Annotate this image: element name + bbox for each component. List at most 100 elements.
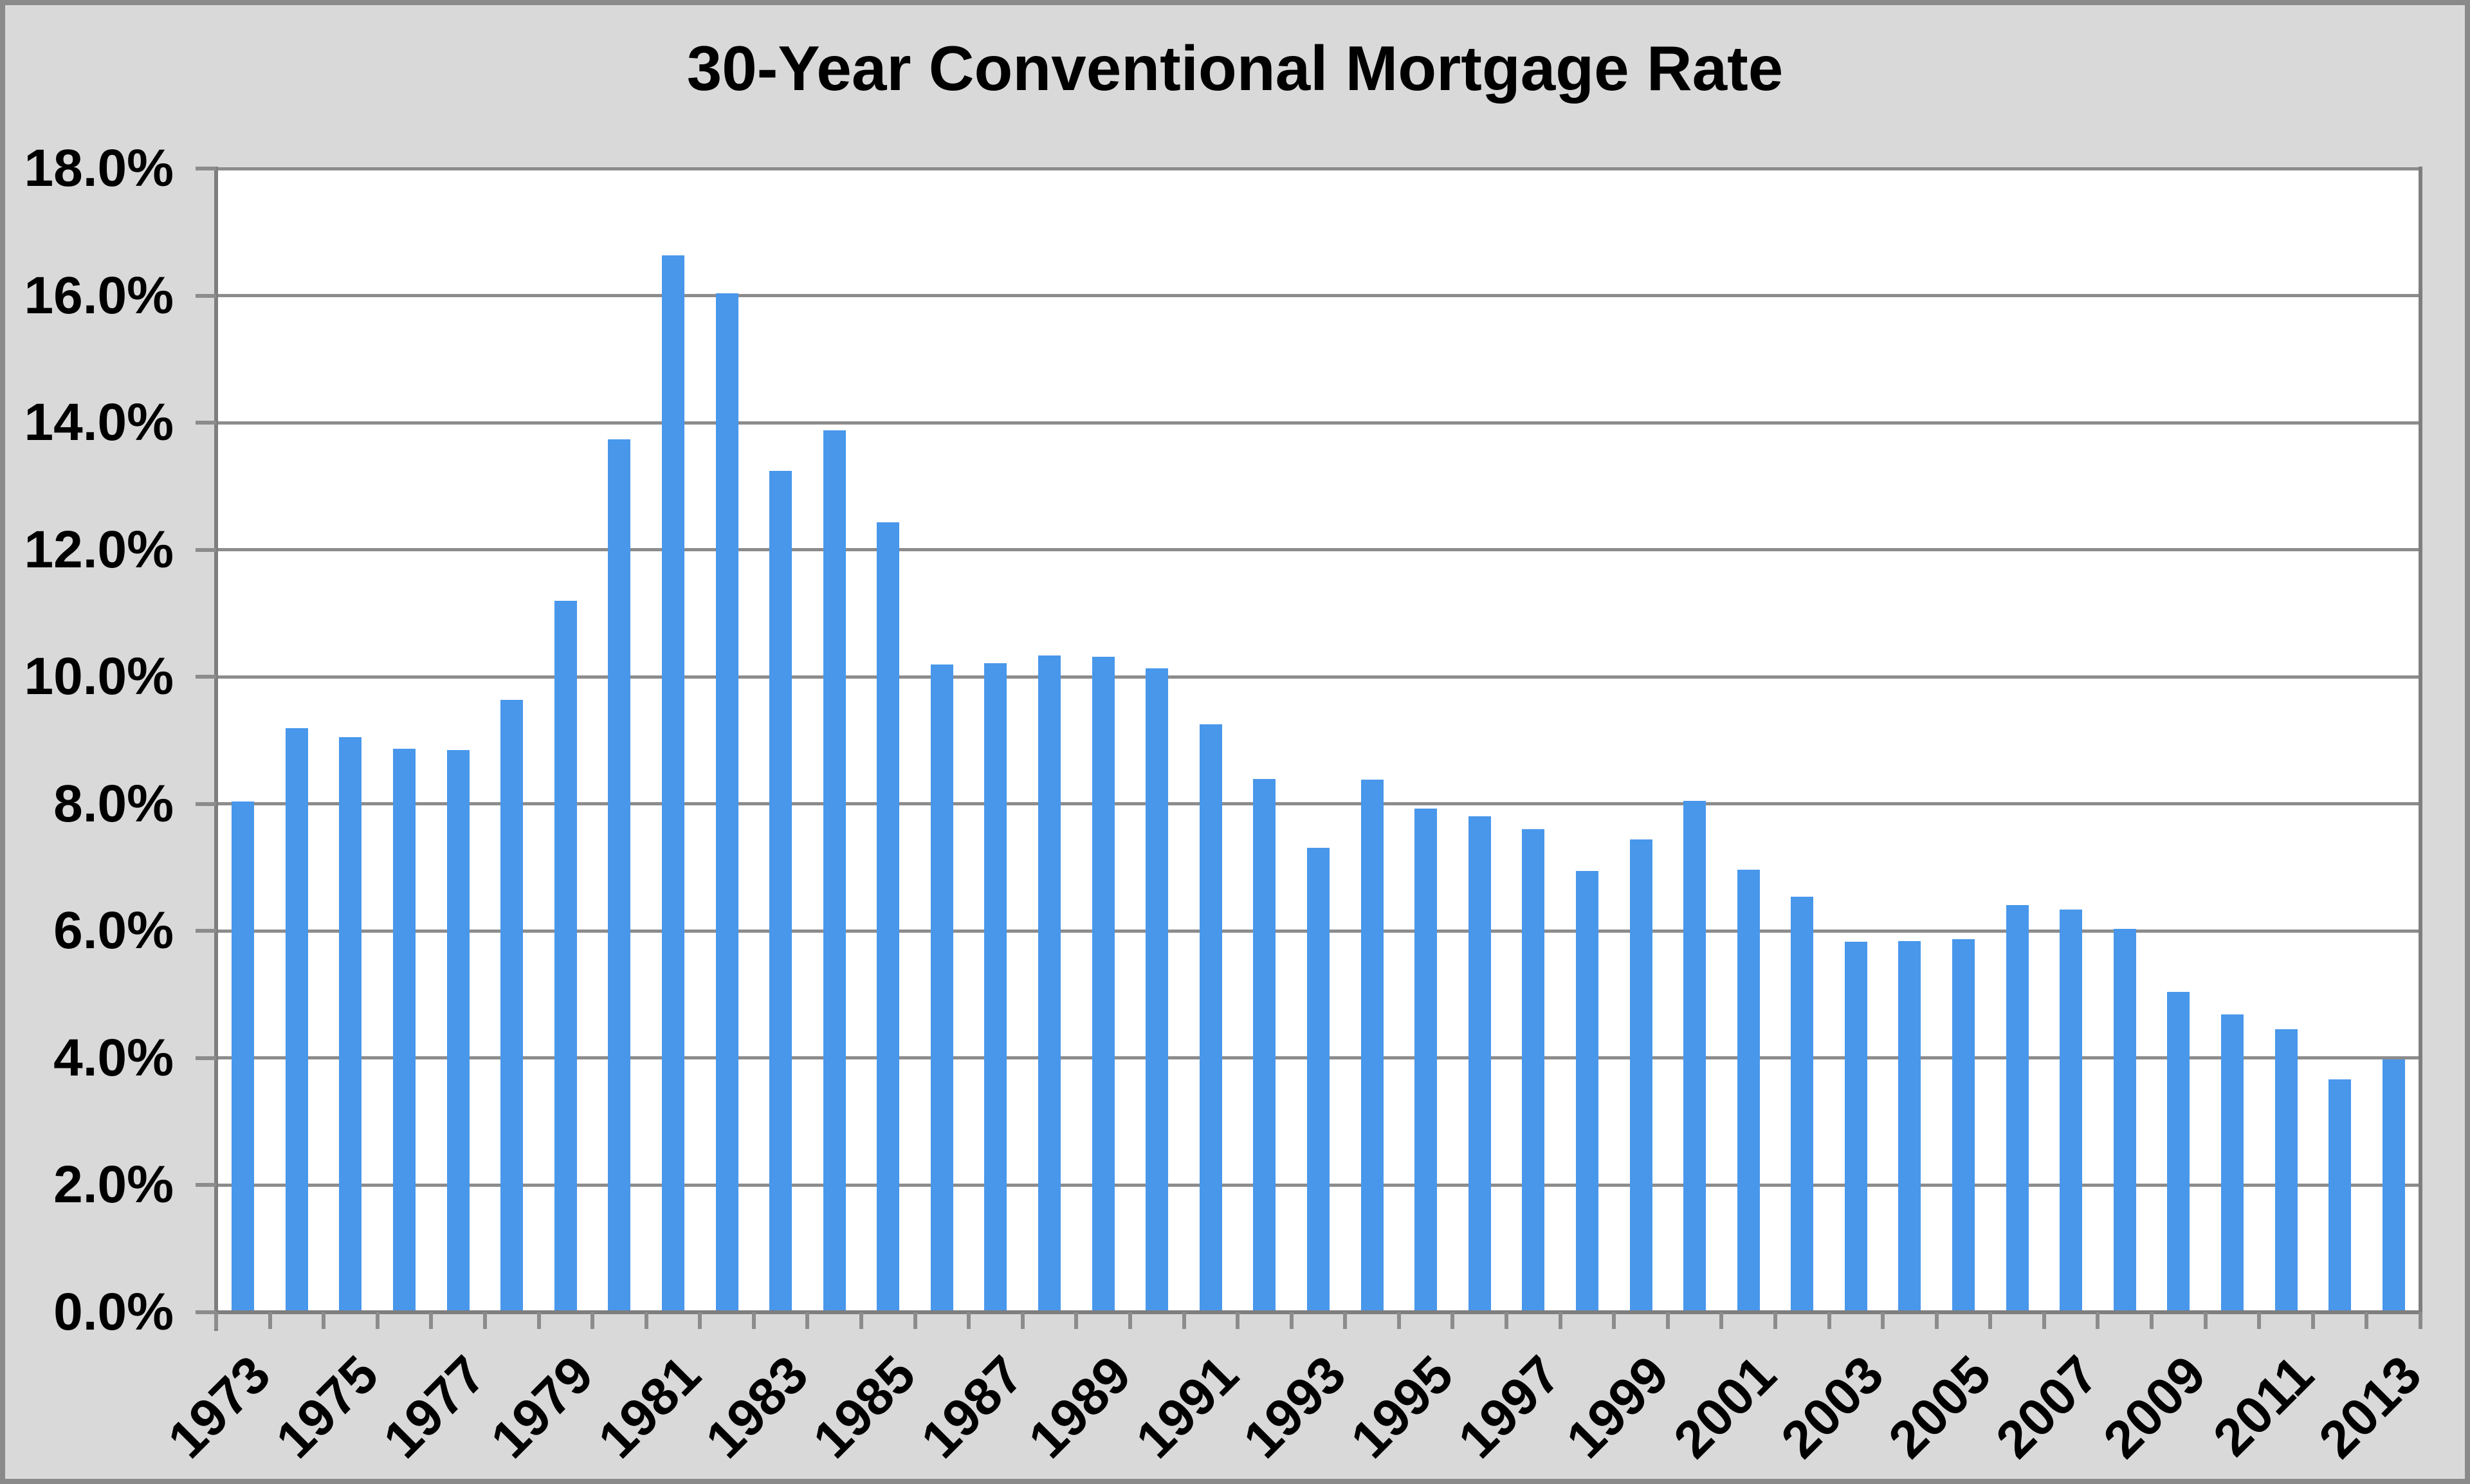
chart-title: 30-Year Conventional Mortgage Rate (686, 33, 1784, 104)
bar-1998 (1575, 871, 1598, 1312)
x-tick-5 (482, 1312, 487, 1329)
x-tick-10 (751, 1312, 756, 1329)
x-axis-label-2005: 2005 (1878, 1344, 2002, 1470)
x-tick-0 (214, 1312, 218, 1329)
y-axis-label-16.0%: 16.0% (24, 266, 174, 325)
bar-1997 (1522, 829, 1545, 1312)
x-axis-label-1975: 1975 (264, 1344, 390, 1470)
bar-2003 (1844, 942, 1867, 1312)
x-tick-34 (2042, 1312, 2046, 1329)
x-axis-label-2013: 2013 (2308, 1344, 2433, 1470)
x-tick-31 (1881, 1312, 1885, 1329)
x-tick-2 (322, 1312, 326, 1329)
x-tick-25 (1558, 1312, 1562, 1329)
x-axis-label-1989: 1989 (1018, 1344, 1142, 1470)
x-axis-label-1983: 1983 (695, 1344, 819, 1470)
x-tick-6 (536, 1312, 541, 1329)
bar-1990 (1146, 668, 1169, 1312)
x-tick-37 (2203, 1312, 2208, 1329)
x-axis-label-1993: 1993 (1232, 1344, 1357, 1470)
x-tick-1 (268, 1312, 272, 1329)
x-tick-24 (1505, 1312, 1509, 1329)
bar-2000 (1683, 800, 1706, 1312)
bar-1982 (715, 293, 738, 1312)
x-axis-label-1985: 1985 (802, 1344, 928, 1470)
y-tick-8.0% (196, 802, 216, 806)
bar-2012 (2328, 1079, 2352, 1312)
gridline-14 (216, 421, 2420, 425)
y-tick-12.0% (196, 547, 216, 552)
gridline-16 (216, 294, 2420, 298)
x-axis-label-1973: 1973 (157, 1344, 282, 1470)
gridline-12 (216, 548, 2420, 552)
x-axis-label-1995: 1995 (1340, 1344, 1465, 1470)
bar-2005 (1952, 939, 1975, 1312)
gridline-18 (216, 167, 2420, 170)
bar-2008 (2113, 929, 2136, 1312)
bar-1983 (769, 471, 792, 1312)
plot-area (197, 167, 2422, 1331)
x-tick-33 (1988, 1312, 1993, 1329)
gridline-10 (216, 675, 2420, 679)
bar-1995 (1414, 808, 1438, 1312)
x-tick-3 (375, 1312, 380, 1329)
x-axis-label-1999: 1999 (1555, 1344, 1680, 1470)
x-tick-26 (1612, 1312, 1616, 1329)
x-axis-label-2011: 2011 (2202, 1344, 2325, 1468)
x-axis-label-2003: 2003 (1770, 1344, 1895, 1470)
bar-1978 (500, 699, 524, 1312)
x-tick-40 (2365, 1312, 2369, 1329)
x-tick-29 (1773, 1312, 1777, 1329)
y-axis-label-18.0%: 18.0% (24, 139, 174, 197)
bar-2001 (1737, 869, 1760, 1312)
x-tick-32 (1934, 1312, 1939, 1329)
bar-1993 (1307, 847, 1330, 1312)
bar-2013 (2382, 1059, 2405, 1312)
x-tick-39 (2310, 1312, 2315, 1329)
x-axis-label-1987: 1987 (910, 1344, 1035, 1470)
x-tick-35 (2096, 1312, 2100, 1329)
y-axis-label-8.0%: 8.0% (53, 774, 174, 833)
x-tick-23 (1450, 1312, 1455, 1329)
bar-1986 (930, 664, 953, 1312)
x-tick-12 (859, 1312, 864, 1329)
bar-1975 (339, 737, 362, 1312)
x-tick-22 (1396, 1312, 1401, 1329)
x-tick-30 (1827, 1312, 1831, 1329)
y-axis-label-14.0%: 14.0% (24, 393, 174, 452)
x-tick-9 (698, 1312, 702, 1329)
bar-1992 (1253, 779, 1276, 1312)
y-tick-6.0% (196, 929, 216, 933)
plot-right-border (2419, 167, 2422, 1314)
bar-1980 (608, 439, 631, 1312)
y-axis-line (214, 167, 218, 1331)
bar-1974 (285, 728, 308, 1312)
y-axis-label-0.0%: 0.0% (53, 1283, 174, 1341)
y-tick-18.0% (196, 167, 216, 170)
x-tick-18 (1182, 1312, 1186, 1329)
bar-1994 (1360, 780, 1384, 1312)
x-tick-14 (967, 1312, 971, 1329)
bar-1981 (661, 255, 684, 1312)
y-axis-label-4.0%: 4.0% (53, 1028, 174, 1087)
bar-2006 (2006, 904, 2029, 1312)
x-axis-label-1997: 1997 (1447, 1344, 1573, 1470)
x-tick-21 (1343, 1312, 1348, 1329)
x-axis-label-2001: 2001 (1663, 1344, 1788, 1470)
bar-1987 (984, 663, 1007, 1312)
x-tick-20 (1289, 1312, 1294, 1329)
x-tick-38 (2257, 1312, 2262, 1329)
y-axis-label-2.0%: 2.0% (53, 1155, 174, 1214)
bar-1973 (232, 801, 255, 1312)
x-tick-16 (1074, 1312, 1079, 1329)
bar-2004 (1898, 941, 1921, 1312)
bar-1999 (1629, 839, 1652, 1312)
y-tick-0.0% (196, 1310, 216, 1314)
x-tick-13 (913, 1312, 917, 1329)
y-axis-label-10.0%: 10.0% (24, 647, 174, 706)
x-axis-line (197, 1310, 2422, 1314)
y-tick-14.0% (196, 421, 216, 425)
bar-2009 (2167, 992, 2190, 1312)
bar-2007 (2060, 909, 2083, 1312)
